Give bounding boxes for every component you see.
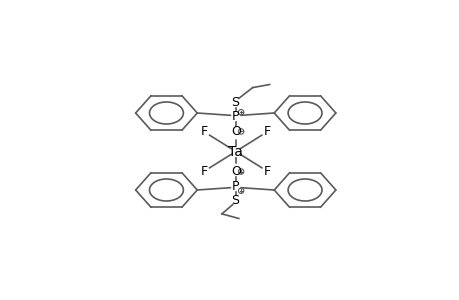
Text: O: O	[230, 125, 240, 138]
Text: F: F	[263, 165, 270, 178]
Text: O: O	[230, 165, 240, 178]
Text: S: S	[230, 96, 239, 109]
Text: S: S	[230, 194, 239, 207]
Text: P: P	[231, 110, 239, 123]
Text: Ta: Ta	[228, 145, 243, 158]
Text: F: F	[201, 125, 207, 138]
Text: P: P	[231, 180, 239, 193]
Text: F: F	[201, 165, 207, 178]
Text: F: F	[263, 125, 270, 138]
